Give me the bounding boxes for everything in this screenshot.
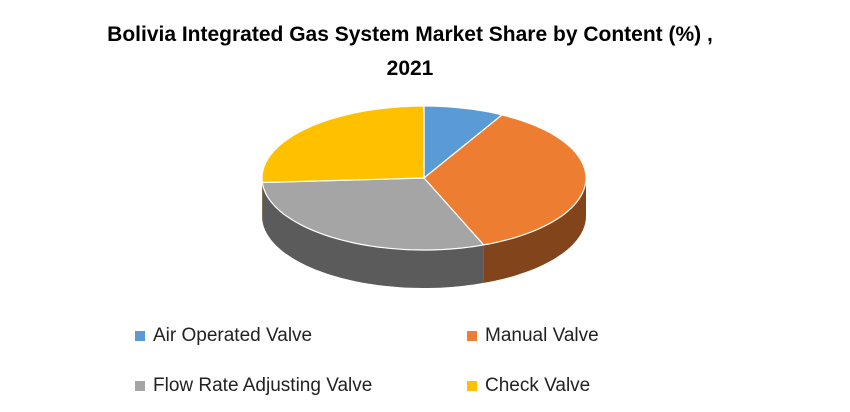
legend-marker xyxy=(135,331,145,341)
slice xyxy=(423,114,587,246)
slice xyxy=(261,105,425,184)
legend-label: Check Valve xyxy=(485,375,590,396)
legend-marker xyxy=(467,381,477,391)
legend-label: Manual Valve xyxy=(485,325,599,346)
slice-side xyxy=(262,182,484,288)
legend-marker xyxy=(135,381,145,391)
legend-marker xyxy=(467,331,477,341)
legend-label: Flow Rate Adjusting Valve xyxy=(153,375,372,396)
chart-title: Bolivia Integrated Gas System Market Sha… xyxy=(107,23,713,80)
slice-side xyxy=(483,178,586,283)
slice xyxy=(261,177,485,251)
slice xyxy=(423,105,504,180)
legend-label: Air Operated Valve xyxy=(153,325,312,346)
